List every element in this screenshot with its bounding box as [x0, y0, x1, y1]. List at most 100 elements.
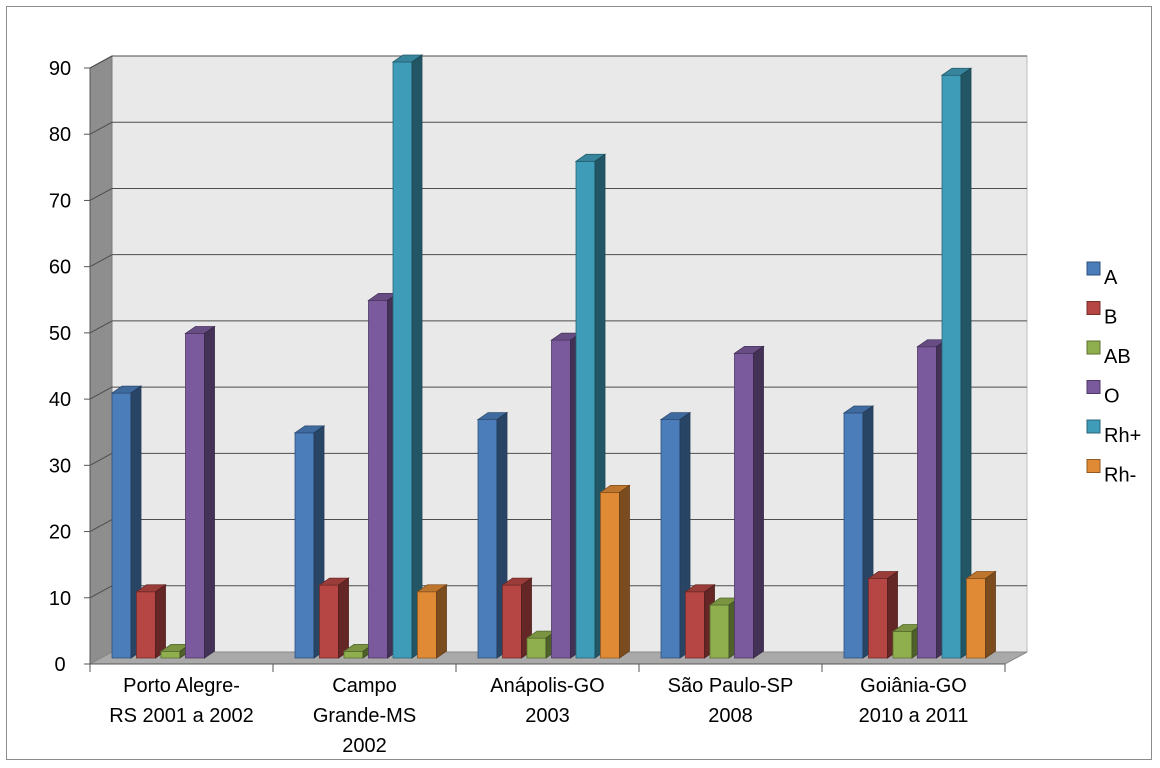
legend-swatch: [1086, 261, 1101, 276]
y-tick-label: 80: [49, 124, 71, 146]
x-tick-label: 2010 a 2011: [859, 705, 969, 727]
bars: [110, 54, 997, 659]
y-axis: 0 10 20 30 40 50 60 70 80 90: [49, 58, 91, 676]
x-axis: Porto Alegre- RS 2001 a 2002 Campo Grande-M…: [89, 663, 1006, 757]
bar-front: [477, 419, 498, 659]
bar-front: [709, 604, 730, 659]
y-tick-label: 30: [49, 455, 71, 477]
bar: [135, 584, 167, 659]
bar-front: [941, 74, 962, 659]
bar: [867, 570, 899, 659]
bar-side: [960, 67, 972, 659]
gridline-side: [89, 121, 113, 135]
bar-front: [502, 584, 522, 659]
bar-side: [155, 584, 166, 659]
bar-front: [185, 333, 205, 659]
legend-swatch: [1086, 340, 1101, 355]
bar-front: [734, 352, 754, 659]
bar-front: [660, 419, 681, 659]
bar-side: [204, 325, 215, 659]
bar-front: [600, 492, 620, 659]
bar-front: [917, 346, 937, 659]
bar-front: [966, 578, 986, 659]
legend-swatch: [1086, 459, 1101, 473]
legend-item: Rh-: [1086, 459, 1136, 487]
y-tick-label: 10: [49, 588, 71, 610]
bar: [965, 570, 997, 659]
x-tick-label: Goiânia-GO: [860, 675, 967, 697]
x-tick-label: 2008: [708, 705, 753, 727]
legend-label: AB: [1104, 346, 1131, 368]
bar-front: [575, 160, 596, 659]
y-tick-label: 90: [49, 58, 71, 80]
x-tick-label: 2003: [525, 705, 570, 727]
legend-swatch: [1086, 419, 1101, 434]
bar-front: [111, 392, 132, 659]
legend-swatch: [1086, 380, 1101, 394]
bar: [391, 54, 424, 659]
bar: [733, 345, 765, 659]
bar-front: [368, 299, 388, 659]
legend-item: B: [1086, 301, 1117, 329]
legend: AB AB O Rh+ Rh-: [1086, 261, 1141, 487]
bar: [416, 584, 448, 659]
gridline-side: [89, 254, 113, 268]
legend-label: Rh+: [1104, 425, 1141, 447]
legend-item: A: [1086, 261, 1118, 289]
gridline-side: [89, 320, 113, 334]
bar: [940, 67, 973, 659]
bar-front: [843, 412, 864, 659]
y-tick-label: 50: [49, 323, 71, 345]
bar-front: [136, 591, 156, 659]
bar-front: [160, 650, 181, 659]
bar-side: [411, 54, 423, 659]
gridline-side: [89, 452, 113, 466]
bar-side: [338, 577, 349, 659]
bar-front: [685, 591, 705, 659]
x-tick-label: Porto Alegre-: [123, 675, 240, 697]
bar-front: [417, 591, 437, 659]
x-tick-label: Campo: [332, 675, 396, 697]
bar-front: [526, 637, 547, 659]
gridline-side: [89, 585, 113, 599]
bar: [184, 325, 216, 659]
legend-label: Rh-: [1104, 465, 1136, 487]
y-tick-label: 0: [54, 654, 65, 676]
x-tick-label: São Paulo-SP: [668, 675, 794, 697]
bar: [599, 484, 631, 659]
bar-front: [294, 432, 315, 659]
gridline-side: [89, 188, 113, 201]
legend-swatch: [1086, 301, 1101, 315]
x-tick-label: RS 2001 a 2002: [109, 705, 254, 727]
side-wall: [89, 55, 113, 665]
legend-label: A: [1104, 267, 1118, 289]
bar-front: [343, 650, 364, 659]
bar-front: [892, 631, 913, 659]
bar: [842, 405, 875, 659]
bar: [574, 153, 607, 659]
legend-label: O: [1104, 386, 1120, 408]
bar-side: [619, 484, 630, 659]
bar-front: [392, 61, 413, 659]
bar-side: [985, 570, 996, 659]
y-tick-label: 70: [49, 190, 71, 212]
legend-item: AB: [1086, 340, 1131, 368]
bar-front: [551, 339, 571, 659]
x-tick-label: Anápolis-GO: [490, 675, 605, 697]
legend-label: B: [1104, 307, 1117, 329]
y-tick-label: 40: [49, 389, 71, 411]
gridline-side: [89, 519, 113, 532]
gridline-side: [89, 55, 113, 69]
y-tick-label: 20: [49, 522, 71, 544]
gridline-side: [89, 386, 113, 400]
x-tick-label: 2002: [342, 735, 387, 757]
bar-front: [319, 584, 339, 659]
bar-side: [436, 584, 447, 659]
bar-side: [753, 345, 764, 659]
legend-item: O: [1086, 380, 1120, 408]
y-tick-label: 60: [49, 257, 71, 279]
bar: [318, 577, 350, 659]
bar-front: [868, 578, 888, 659]
x-tick-label: Grande-MS: [313, 705, 416, 727]
